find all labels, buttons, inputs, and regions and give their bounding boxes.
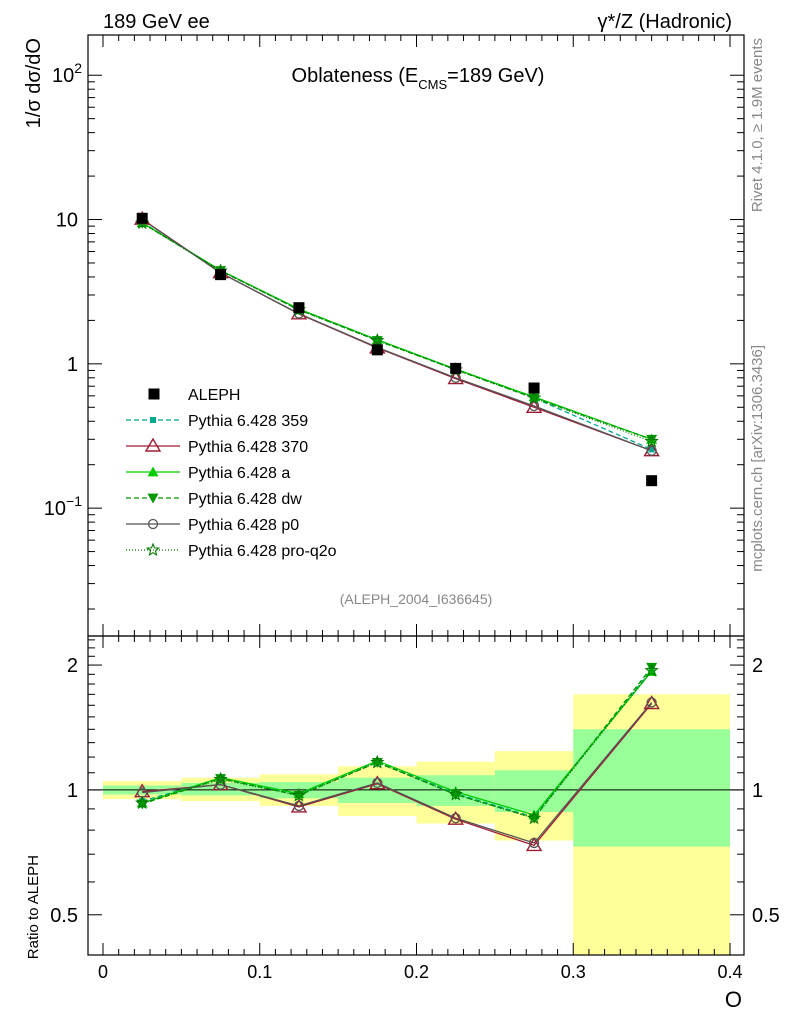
- x-axis-title: O: [725, 987, 742, 1012]
- legend-label-pythia-6-428-dw: Pythia 6.428 dw: [188, 491, 302, 508]
- legend-label-pythia-6-428-a: Pythia 6.428 a: [188, 465, 290, 482]
- point-pythia-6-428-pro-q2o: [526, 390, 542, 405]
- ratio-point-pythia-6-428-p0: [646, 697, 657, 708]
- ratio-point-pythia-6-428-370: [447, 810, 464, 825]
- analysis-id-label: (ALEPH_2004_I636645): [340, 591, 493, 607]
- legend-marker-pythia-6-428-a: [147, 466, 159, 477]
- x-tick-label: 0.1: [247, 962, 272, 982]
- data-point-aleph: [371, 344, 383, 356]
- series-line-pythia-6-428-a: [141, 222, 652, 440]
- y-tick-label-top: 1: [67, 354, 78, 376]
- y-tick-label-bottom-right: 2: [752, 655, 763, 677]
- legend-label-pythia-6-428-pro-q2o: Pythia 6.428 pro-q2o: [188, 543, 337, 560]
- legend-label-aleph: ALEPH: [188, 387, 240, 404]
- header-left: 189 GeV ee: [103, 11, 210, 33]
- ratio-point-pythia-6-428-p0: [528, 837, 540, 849]
- y-tick-label-top: 102: [52, 60, 82, 87]
- ratio-point-pythia-6-428-p0: [215, 779, 226, 790]
- uncertainty-bands: [88, 694, 744, 955]
- point-pythia-6-428-dw: [646, 434, 658, 445]
- data-point-aleph: [136, 212, 148, 224]
- data-point-aleph: [528, 382, 540, 394]
- ratio-line-pythia-6-428-p0: [142, 702, 653, 844]
- ratio-point-pythia-6-428-dw: [646, 662, 658, 673]
- x-tick-label: 0.2: [404, 962, 429, 982]
- data-point-aleph: [215, 269, 227, 281]
- legend-label-pythia-6-428-359: Pythia 6.428 359: [188, 413, 308, 430]
- data-point-aleph: [450, 362, 462, 374]
- point-pythia-6-428-pro-q2o: [644, 433, 659, 448]
- legend-marker-pythia-6-428-p0: [147, 518, 159, 530]
- ratio-point-pythia-6-428-p0: [450, 812, 461, 824]
- data-point-aleph: [646, 475, 658, 487]
- legend-marker-aleph: [148, 388, 160, 400]
- mcplots-label: mcplots.cern.ch [arXiv:1306.3436]: [749, 345, 766, 572]
- rivet-label: Rivet 4.1.0, ≥ 1.9M events: [749, 38, 766, 212]
- x-tick-label: 0: [98, 962, 108, 982]
- ratio-point-pythia-6-428-pro-q2o: [370, 754, 385, 769]
- ratio-point-pythia-6-428-p0: [372, 777, 383, 789]
- ratio-point-pythia-6-428-pro-q2o: [213, 771, 228, 786]
- ratio-point-pythia-6-428-pro-q2o: [448, 786, 463, 801]
- y-axis-title-bottom: Ratio to ALEPH: [25, 855, 42, 959]
- y-tick-label-top: 10: [56, 210, 78, 232]
- y-tick-label-bottom-right: 0.5: [752, 905, 780, 927]
- legend-marker-pythia-6-428-dw: [147, 493, 159, 504]
- ratio-point-pythia-6-428-370: [369, 775, 386, 790]
- data-point-aleph: [293, 302, 305, 314]
- legend: ALEPH Pythia 6.428 359 Pythia 6.428 370 Pyt…: [126, 387, 337, 560]
- y-tick-label-bottom-left: 1: [67, 780, 78, 802]
- axis-ticks: 0 0.1 0.2 0.3 0.4 102 10 1 10−1 2 2 1 1 0.5 0.5: [44, 35, 780, 982]
- ratio-point-pythia-6-428-370: [290, 798, 308, 813]
- top-panel-frame: [87, 34, 745, 637]
- legend-marker-pythia-6-428-pro-q2o: [145, 542, 161, 557]
- ratio-point-pythia-6-428-pro-q2o: [644, 663, 659, 677]
- ratio-point-pythia-6-428-dw: [215, 774, 227, 785]
- point-pythia-6-428-p0: [528, 400, 540, 412]
- ratio-point-pythia-6-428-370: [643, 695, 660, 710]
- chart-title: Oblateness (ECMS=189 GeV): [292, 65, 545, 92]
- legend-label-pythia-6-428-p0: Pythia 6.428 p0: [188, 517, 299, 534]
- y-tick-label-bottom-left: 0.5: [50, 905, 78, 927]
- y-tick-label-bottom-right: 1: [752, 780, 763, 802]
- ratio-point-pythia-6-428-p0: [293, 800, 305, 812]
- legend-marker-pythia-6-428-370: [144, 437, 162, 452]
- ratio-point-pythia-6-428-pro-q2o: [291, 787, 307, 802]
- y-tick-label-bottom-left: 2: [67, 655, 78, 677]
- y-tick-label-top: 10−1: [44, 493, 82, 520]
- ratio-point-pythia-6-428-dw: [136, 799, 148, 810]
- green-band-6: [573, 729, 730, 847]
- legend-label-pythia-6-428-370: Pythia 6.428 370: [188, 439, 308, 456]
- header-right: γ*/Z (Hadronic): [598, 11, 732, 33]
- y-axis-title-top: 1/σ dσ/dO: [23, 38, 45, 128]
- point-pythia-6-428-370: [525, 398, 543, 413]
- ratio-point-pythia-6-428-pro-q2o: [527, 810, 542, 825]
- series-markers: [133, 210, 660, 852]
- series-line-pythia-6-428-pro-q2o: [141, 222, 652, 443]
- green-band-5: [494, 770, 574, 812]
- ratio-point-pythia-6-428-370: [525, 837, 543, 852]
- x-tick-label: 0.4: [717, 962, 742, 982]
- x-tick-label: 0.3: [561, 962, 586, 982]
- point-pythia-6-428-370: [447, 370, 464, 385]
- point-pythia-6-428-p0: [646, 445, 657, 456]
- point-pythia-6-428-pro-q2o: [370, 332, 385, 347]
- ratio-point-pythia-6-428-pro-q2o: [135, 795, 150, 810]
- legend-marker-pythia-6-428-359: [150, 417, 156, 423]
- point-pythia-6-428-359: [648, 446, 655, 453]
- series-line-pythia-6-428-dw: [141, 222, 652, 440]
